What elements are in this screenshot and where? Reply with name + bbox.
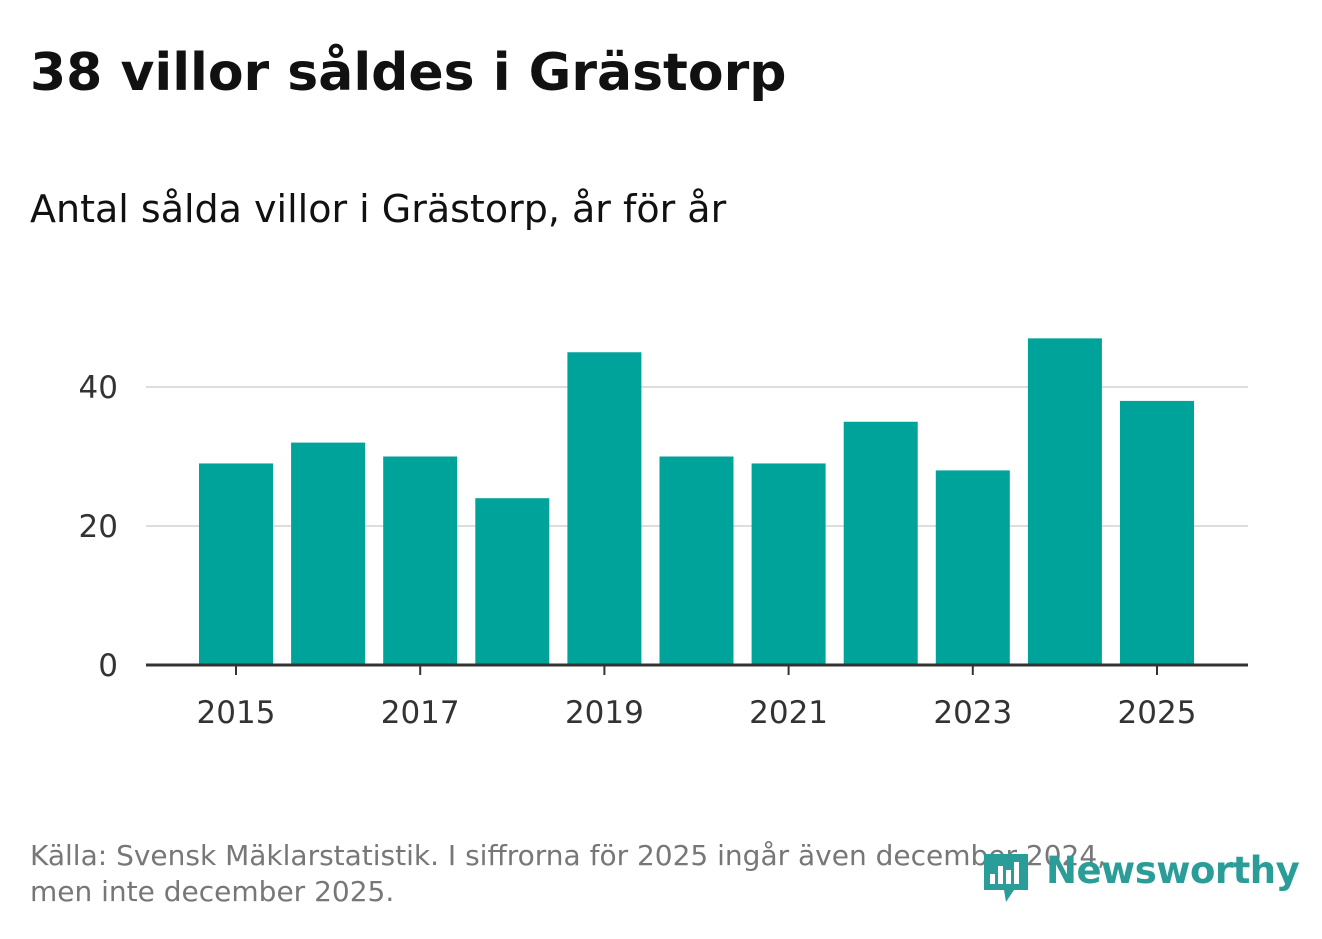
bar-2018 [475,498,550,665]
bar-2017 [383,456,458,665]
source-note-line-1: Källa: Svensk Mäklarstatistik. I siffror… [30,839,1107,872]
x-tick-label-2017: 2017 [381,695,460,731]
newsworthy-logo: Newsworthy [978,840,1300,912]
bar-2022 [843,421,918,665]
axes [146,663,1248,675]
bar-2019 [567,352,642,665]
chart-subtitle: Antal sålda villor i Grästorp, år för år [30,187,727,231]
chart-title: 38 villor såldes i Grästorp [30,43,787,103]
bar-2016 [291,442,366,665]
bar-2023 [935,470,1010,665]
bars [199,338,1194,665]
y-tick-label-20: 20 [79,509,118,545]
newsworthy-bar-chart-icon [984,854,1028,902]
newsworthy-wordmark: Newsworthy [1046,849,1300,892]
bar-2020 [659,456,734,665]
x-tick-label-2021: 2021 [749,695,828,731]
bar-chart: 0 20 40 2015 2017 2019 2021 2023 2025 [79,338,1248,731]
source-note: Källa: Svensk Mäklarstatistik. I siffror… [30,838,1230,910]
x-tick-label-2019: 2019 [565,695,644,731]
source-note-line-2: men inte december 2025. [30,875,395,908]
x-tick-label-2025: 2025 [1118,695,1197,731]
tick-labels: 0 20 40 2015 2017 2019 2021 2023 2025 [79,370,1197,731]
bar-2025 [1120,400,1194,665]
x-tick-label-2015: 2015 [197,695,276,731]
x-tick-label-2023: 2023 [933,695,1012,731]
y-tick-label-40: 40 [79,370,118,406]
bar-2015 [199,463,273,665]
bar-2021 [751,463,826,665]
bar-2024 [1027,338,1102,665]
y-tick-label-0: 0 [98,648,118,684]
